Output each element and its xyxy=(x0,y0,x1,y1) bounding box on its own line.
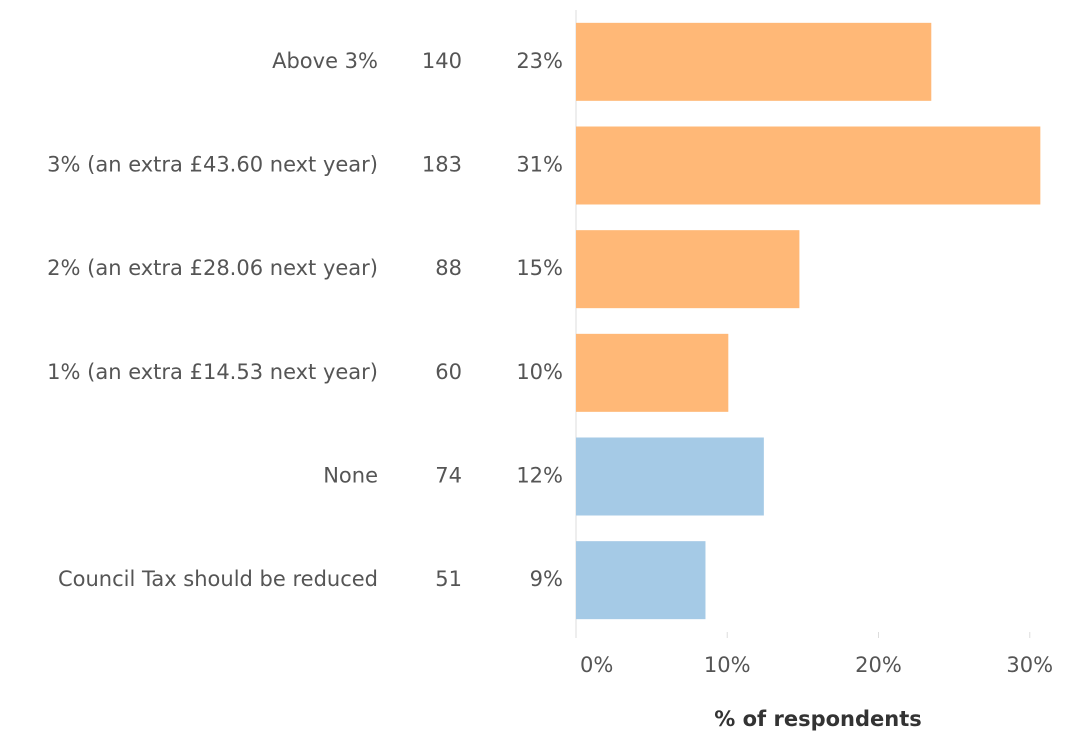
count-label: 140 xyxy=(422,49,462,73)
x-tick-label: 0% xyxy=(580,653,613,677)
count-label: 74 xyxy=(435,464,462,488)
bar xyxy=(576,230,800,309)
count-label: 51 xyxy=(435,567,462,591)
category-label: Above 3% xyxy=(272,49,378,73)
bar xyxy=(576,437,764,516)
x-tick-label: 30% xyxy=(1006,653,1053,677)
value-label: 15% xyxy=(516,256,563,280)
x-axis-title: % of respondents xyxy=(714,707,922,731)
value-label: 23% xyxy=(516,49,563,73)
count-label: 60 xyxy=(435,360,462,384)
value-label: 9% xyxy=(530,567,563,591)
bar xyxy=(576,333,729,412)
x-tick-label: 20% xyxy=(855,653,902,677)
category-label: 1% (an extra £14.53 next year) xyxy=(47,360,378,384)
category-label: 2% (an extra £28.06 next year) xyxy=(47,256,378,280)
bar xyxy=(576,126,1041,205)
category-label: None xyxy=(323,464,378,488)
count-label: 183 xyxy=(422,153,462,177)
bar xyxy=(576,541,706,620)
value-label: 31% xyxy=(516,153,563,177)
x-tick-label: 10% xyxy=(704,653,751,677)
category-label: 3% (an extra £43.60 next year) xyxy=(47,153,378,177)
value-label: 10% xyxy=(516,360,563,384)
value-label: 12% xyxy=(516,464,563,488)
bar xyxy=(576,22,932,101)
category-label: Council Tax should be reduced xyxy=(58,567,378,591)
count-label: 88 xyxy=(435,256,462,280)
